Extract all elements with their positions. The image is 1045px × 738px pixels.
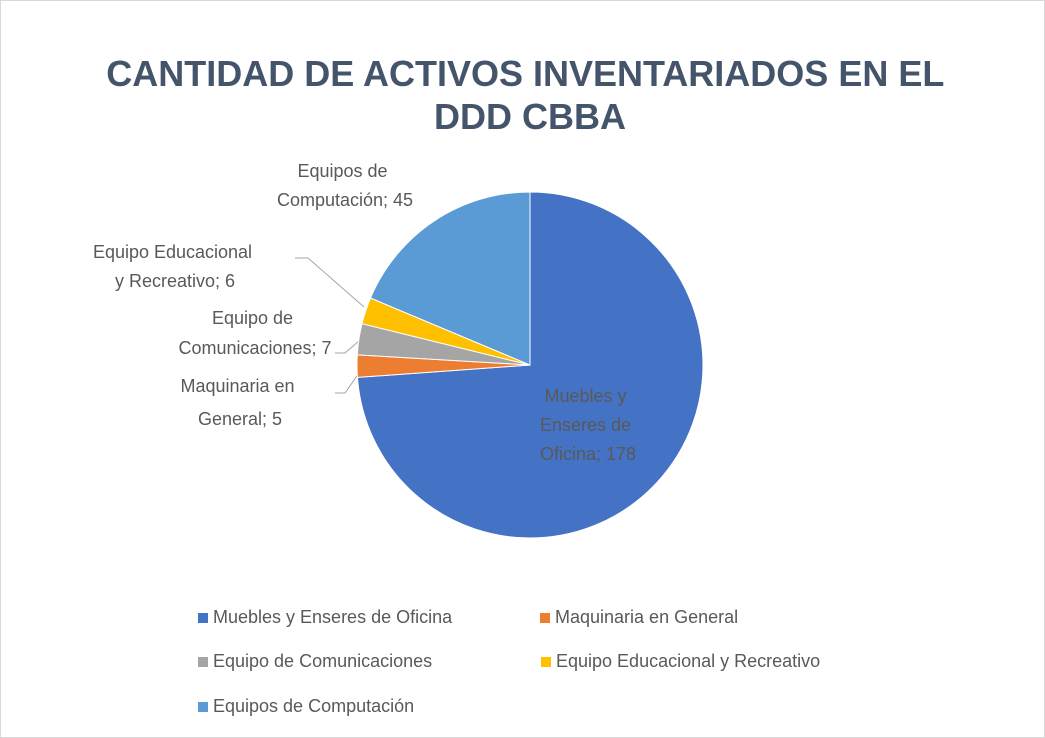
data-label: Equipo Educacional y Recreativo; 6 — [93, 242, 257, 291]
leader-line — [335, 340, 360, 354]
legend-marker — [198, 657, 208, 667]
data-label: Maquinaria en General; 5 — [180, 376, 299, 429]
leader-line — [295, 257, 365, 308]
chart-title: CANTIDAD DE ACTIVOS INVENTARIADOS EN EL … — [106, 53, 953, 137]
legend-label: Equipo Educacional y Recreativo — [556, 651, 820, 671]
legend-marker — [541, 657, 551, 667]
legend-marker — [540, 613, 550, 623]
legend-marker — [198, 702, 208, 712]
leader-lines — [295, 257, 365, 394]
data-label: Muebles y Enseres de Oficina; 178 — [540, 386, 636, 464]
data-label: Equipos de Computación; 45 — [277, 161, 413, 210]
leader-line — [335, 372, 360, 394]
legend-label: Equipo de Comunicaciones — [213, 651, 432, 671]
data-label: Equipo de Comunicaciones; 7 — [178, 308, 331, 358]
legend-label: Muebles y Enseres de Oficina — [213, 607, 453, 627]
legend-marker — [198, 613, 208, 623]
legend-label: Equipos de Computación — [213, 696, 414, 716]
pie-slice — [369, 191, 531, 366]
legend-label: Maquinaria en General — [555, 607, 738, 627]
